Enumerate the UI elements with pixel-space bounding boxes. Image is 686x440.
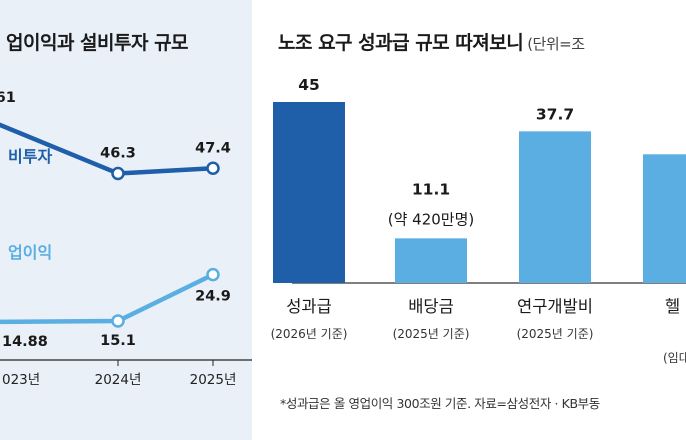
category-sublabel: (2025년 기준) (517, 327, 594, 341)
data-label: 46.3 (100, 145, 136, 161)
bar-value-label: 37.7 (536, 105, 574, 123)
bar (395, 238, 467, 283)
data-label: 47.4 (195, 140, 231, 156)
data-point (206, 267, 220, 282)
category-label: 연구개발비 (517, 297, 593, 316)
x-tick-label: 023년 (2, 372, 40, 388)
category-sublabel: (2025년 기준) (393, 327, 470, 341)
category-label: 성과급 (286, 297, 332, 316)
bar (643, 154, 686, 283)
x-tick-label: 2024년 (95, 372, 142, 388)
footnote: *성과급은 올 영업이익 300조원 기준. 자료=삼성전자 · KB부동 (280, 396, 600, 411)
data-point (111, 166, 125, 181)
data-point (206, 161, 220, 176)
bar-chart-title-text: 노조 요구 성과급 규모 따져보니 (278, 32, 524, 54)
bar-value-note: (약 420만명) (388, 210, 475, 228)
line-chart-title: 업이익과 설비투자 규모 (6, 32, 189, 54)
category-label: 배당금 (408, 297, 454, 316)
bar (519, 131, 591, 283)
bar-chart-panel: 노조 요구 성과급 규모 따져보니 (단위=조 45 성과급 (2026년 기준) 11… (256, 0, 686, 440)
bar-value-label: 45 (298, 76, 320, 94)
line-chart-panel: 업이익과 설비투자 규모 023년 2024년 2025년 57.61 46.3 47.4… (0, 0, 252, 440)
data-label: 57.61 (0, 90, 16, 106)
bar-chart-title: 노조 요구 성과급 규모 따져보니 (단위=조 (278, 28, 585, 55)
bar-value-label: 11.1 (412, 180, 450, 198)
category-sublabel: (임대 (663, 351, 686, 365)
category-sublabel: (2026년 기준) (271, 327, 348, 341)
data-label: 24.9 (195, 289, 231, 305)
data-label: 14.88 (2, 334, 48, 350)
category-label: 헬 (665, 297, 680, 316)
bar-chart: 45 성과급 (2026년 기준) 11.1 (약 420만명) 배당금 (2025년 기준… (271, 76, 686, 365)
series-name: 비투자 (8, 147, 52, 166)
bar (273, 102, 345, 283)
data-label: 15.1 (100, 333, 136, 349)
series-name: 업이익 (8, 243, 52, 262)
series-line (0, 272, 214, 325)
x-tick-label: 2025년 (190, 372, 237, 388)
unit-label: (단위=조 (527, 35, 585, 53)
data-point (111, 314, 125, 328)
line-chart: 023년 2024년 2025년 57.61 46.3 47.4 14.88 15.1 24.9… (0, 90, 252, 388)
